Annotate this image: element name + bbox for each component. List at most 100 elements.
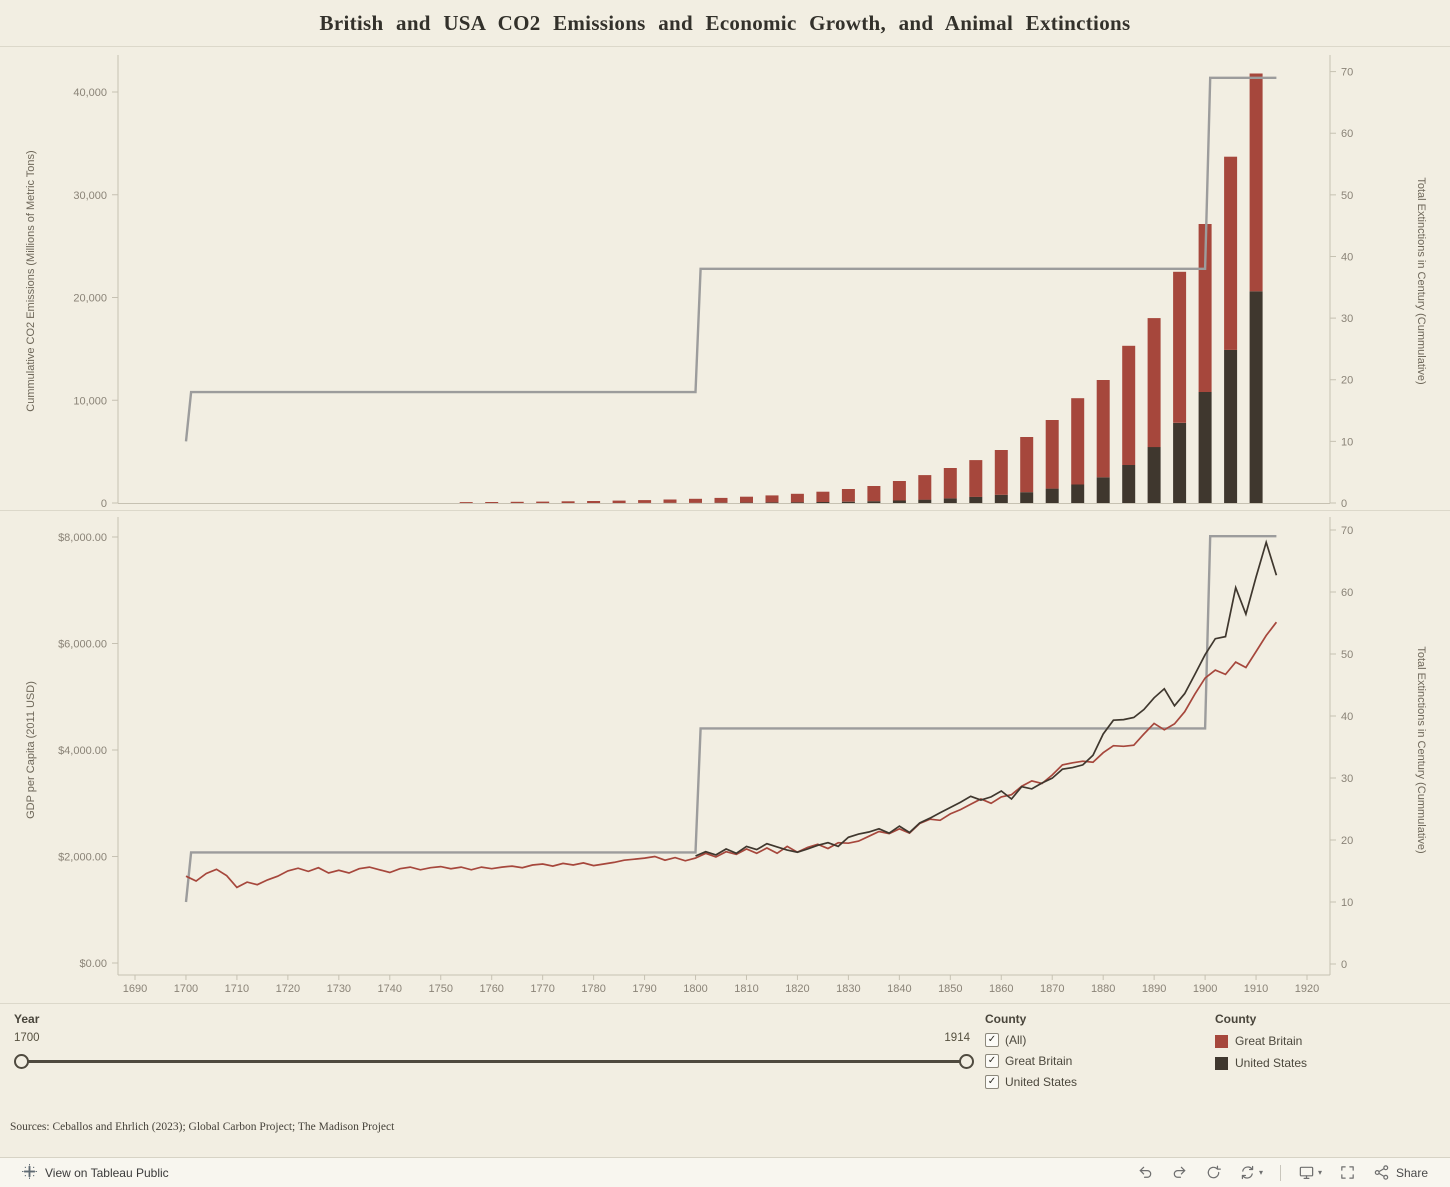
bar-united-states[interactable] — [816, 502, 830, 503]
county-filter-option-united-states[interactable]: ✓ United States — [985, 1075, 1077, 1089]
bar-great-britain[interactable] — [638, 500, 652, 503]
bar-united-states[interactable] — [892, 500, 906, 504]
bar-great-britain[interactable] — [790, 493, 804, 503]
county-filter-option-great-britain[interactable]: ✓ Great Britain — [985, 1054, 1077, 1068]
gdp-line-united-states[interactable] — [695, 539, 1278, 857]
reset-icon[interactable] — [1205, 1164, 1222, 1181]
bar-great-britain[interactable] — [1122, 345, 1136, 465]
bar-united-states[interactable] — [918, 499, 932, 503]
bar-great-britain[interactable] — [740, 496, 753, 503]
tick-label: 1740 — [378, 983, 402, 995]
view-on-tableau-link[interactable]: View on Tableau Public — [22, 1163, 169, 1182]
bar-great-britain[interactable] — [943, 468, 957, 499]
tick-label: 70 — [1341, 525, 1353, 537]
extinctions-step-line[interactable] — [184, 76, 1277, 442]
bar-great-britain[interactable] — [663, 499, 677, 503]
divider-bottom — [0, 1003, 1450, 1004]
bar-united-states[interactable] — [867, 501, 881, 503]
checkbox-icon[interactable]: ✓ — [985, 1033, 999, 1047]
year-max-label: 1914 — [944, 1032, 970, 1044]
year-slider-handle-min[interactable] — [14, 1054, 29, 1069]
bar-great-britain[interactable] — [841, 489, 855, 502]
bar-great-britain[interactable] — [1071, 398, 1085, 485]
fullscreen-icon[interactable] — [1339, 1164, 1356, 1181]
bar-united-states[interactable] — [969, 496, 983, 503]
county-color-legend: County Great Britain United States — [1215, 1012, 1307, 1070]
tick-label: 1760 — [479, 983, 503, 995]
bar-great-britain[interactable] — [689, 498, 702, 503]
bar-great-britain[interactable] — [1198, 224, 1212, 392]
bar-united-states[interactable] — [1020, 492, 1034, 503]
tick-label: 10 — [1341, 897, 1353, 909]
tick-label: 50 — [1341, 649, 1353, 661]
bar-united-states[interactable] — [1045, 488, 1059, 503]
tick-label: 1920 — [1295, 983, 1319, 995]
bar-great-britain[interactable] — [867, 486, 881, 502]
bar-great-britain[interactable] — [1045, 420, 1059, 489]
bar-great-britain[interactable] — [892, 481, 906, 501]
bar-united-states[interactable] — [1071, 484, 1085, 504]
bar-great-britain[interactable] — [918, 475, 932, 500]
tick-label: 1790 — [632, 983, 656, 995]
bar-great-britain[interactable] — [714, 497, 728, 503]
tick-label: 40 — [1341, 711, 1353, 723]
bar-great-britain[interactable] — [561, 501, 575, 503]
bar-great-britain[interactable] — [459, 502, 473, 503]
bar-great-britain[interactable] — [587, 501, 601, 503]
bar-united-states[interactable] — [994, 494, 1008, 503]
tick-label: 1910 — [1244, 983, 1268, 995]
checkbox-icon[interactable]: ✓ — [985, 1054, 999, 1068]
legend-item-great-britain[interactable]: Great Britain — [1215, 1034, 1307, 1048]
bar-great-britain[interactable] — [485, 502, 499, 503]
tick-label: 30 — [1341, 773, 1353, 785]
bar-great-britain[interactable] — [1173, 271, 1187, 423]
tick-label: $6,000.00 — [58, 639, 107, 651]
county-filter: County ✓ (All) ✓ Great Britain ✓ United … — [985, 1012, 1077, 1089]
bar-united-states[interactable] — [1224, 349, 1238, 503]
bar-great-britain[interactable] — [1224, 156, 1238, 350]
gdp-extinctions-chart[interactable]: $0.00 $2,000.00 $4,000.00 $6,000.00 $8,000.0… — [0, 511, 1450, 1005]
bar-united-states[interactable] — [1198, 392, 1212, 503]
checkbox-icon[interactable]: ✓ — [985, 1075, 999, 1089]
tick-label: 60 — [1341, 128, 1353, 140]
bar-great-britain[interactable] — [1249, 73, 1263, 292]
redo-icon[interactable] — [1171, 1164, 1188, 1181]
bar-united-states[interactable] — [1147, 447, 1161, 503]
display-options-icon[interactable]: ▾ — [1298, 1164, 1322, 1181]
bar-great-britain[interactable] — [612, 500, 626, 503]
extinctions-step-line[interactable] — [184, 535, 1277, 903]
tick-label: 1840 — [887, 983, 911, 995]
refresh-icon[interactable]: ▾ — [1239, 1164, 1263, 1181]
legend-item-united-states[interactable]: United States — [1215, 1056, 1307, 1070]
year-slider-track[interactable] — [20, 1060, 966, 1063]
bar-great-britain[interactable] — [816, 491, 830, 502]
bar-united-states[interactable] — [1173, 422, 1187, 503]
county-filter-title: County — [985, 1012, 1027, 1026]
bar-great-britain[interactable] — [536, 501, 550, 503]
share-button[interactable]: Share — [1373, 1164, 1428, 1181]
bar-united-states[interactable] — [765, 502, 779, 503]
undo-icon[interactable] — [1137, 1164, 1154, 1181]
bar-united-states[interactable] — [1249, 291, 1263, 503]
bar-united-states[interactable] — [943, 498, 957, 503]
bar-great-britain[interactable] — [994, 450, 1008, 495]
bar-united-states[interactable] — [790, 502, 804, 503]
bar-great-britain[interactable] — [1096, 380, 1110, 478]
bar-great-britain[interactable] — [1020, 437, 1034, 493]
bar-united-states[interactable] — [841, 501, 855, 503]
county-filter-option-all[interactable]: ✓ (All) — [985, 1033, 1077, 1047]
bar-great-britain[interactable] — [1147, 318, 1161, 448]
bar-great-britain[interactable] — [765, 495, 779, 503]
year-slider-handle-max[interactable] — [959, 1054, 974, 1069]
divider-middle — [0, 510, 1450, 511]
bar-united-states[interactable] — [1096, 477, 1110, 503]
bottom-left-axis-title: GDP per Capita (2011 USD) — [25, 681, 37, 819]
bar-great-britain[interactable] — [510, 501, 524, 503]
bar-united-states[interactable] — [1122, 465, 1136, 503]
tick-label: 40,000 — [73, 87, 107, 99]
gdp-line-great-britain[interactable] — [185, 621, 1278, 889]
tick-label: 1710 — [225, 983, 249, 995]
co2-emissions-extinctions-chart[interactable]: 0 10,000 20,000 30,000 40,000 0 10 20 30 40 50 60 70 — [0, 47, 1450, 510]
bar-great-britain[interactable] — [969, 460, 983, 497]
great-britain-swatch-icon — [1215, 1034, 1228, 1048]
